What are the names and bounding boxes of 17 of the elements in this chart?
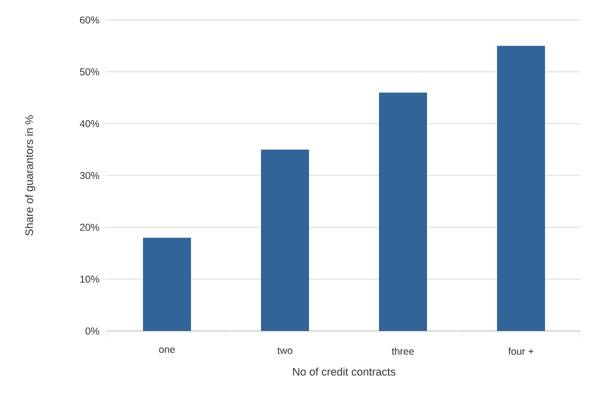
x-tick-label: three [392, 347, 414, 355]
y-tick-label: 20% [80, 224, 100, 231]
x-tick-label: two [277, 347, 292, 354]
x-tick-label: four + [508, 347, 534, 355]
y-tick-label: 60% [80, 16, 100, 24]
x-axis-title: No of credit contracts [293, 368, 396, 376]
bar [497, 46, 546, 331]
bar [379, 92, 428, 331]
bar [143, 238, 191, 331]
bar [261, 150, 309, 331]
y-tick-label: 10% [80, 276, 100, 283]
y-tick-label: 0% [85, 327, 100, 335]
y-axis-title: Share of guarantors in % [25, 115, 36, 236]
x-tick-label: one [159, 347, 175, 353]
y-tick-label: 50% [80, 68, 100, 76]
y-tick-label: 40% [80, 120, 100, 128]
y-tick-label: 30% [80, 172, 100, 180]
